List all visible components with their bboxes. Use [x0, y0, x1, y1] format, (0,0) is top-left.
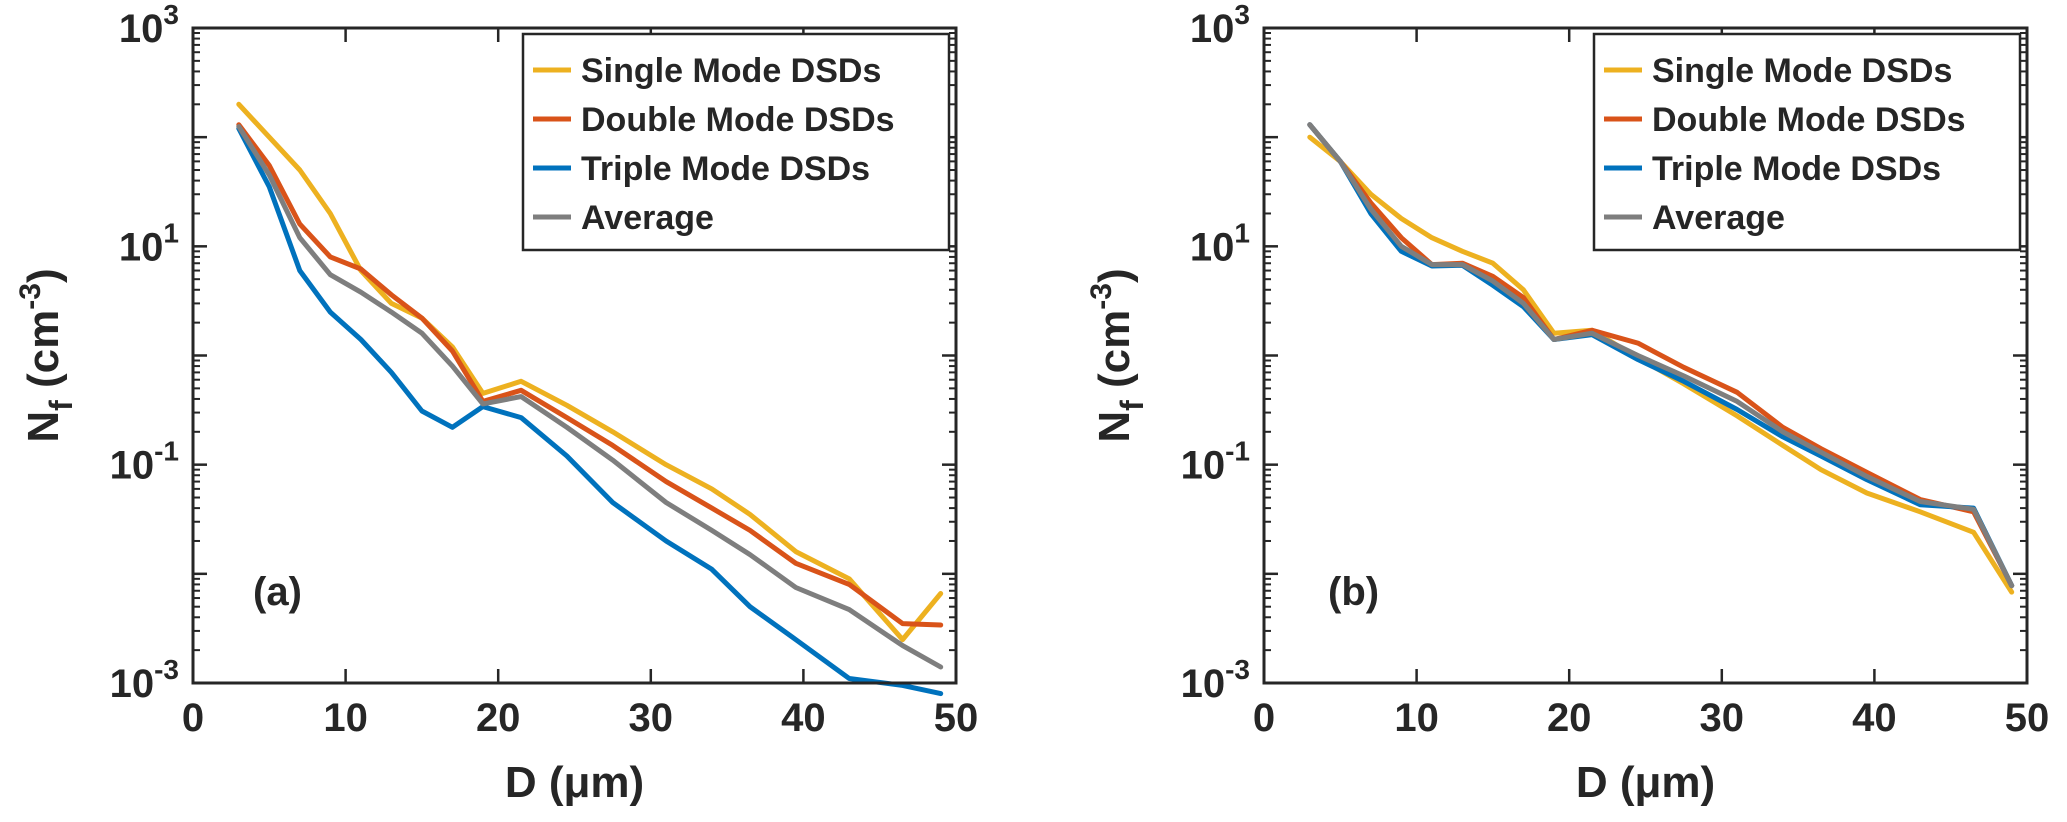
- x-tick-label: 0: [1253, 696, 1275, 740]
- legend-label: Triple Mode DSDs: [1652, 150, 1941, 188]
- y-tick-exponent: -3: [1225, 654, 1250, 685]
- panel-label: (b): [1328, 570, 1379, 614]
- x-tick-label: 50: [2005, 696, 2050, 740]
- y-tick-base: 10: [119, 225, 164, 269]
- y-tick-exponent: 3: [1234, 0, 1250, 30]
- series-line-average: [1307, 122, 2015, 589]
- legend-box: [521, 32, 951, 252]
- series-lines: [236, 101, 944, 697]
- y-tick-exponent: -1: [154, 436, 179, 467]
- x-tick-label: 40: [781, 696, 826, 740]
- y-tick-exponent: 1: [1234, 217, 1250, 248]
- legend-box: [1592, 32, 2022, 252]
- y-label-space: [19, 388, 68, 400]
- y-label-exponent: -3: [1085, 283, 1118, 310]
- y-tick-exponent: 1: [163, 217, 179, 248]
- x-tick-label: 40: [1852, 696, 1897, 740]
- y-tick-label: 101: [119, 217, 179, 269]
- x-tick-label: 0: [182, 696, 204, 740]
- y-tick-exponent: -1: [1225, 436, 1250, 467]
- y-tick-base: 10: [1190, 7, 1235, 51]
- y-label-close: ): [1090, 268, 1139, 283]
- x-tick-label: 50: [934, 696, 979, 740]
- x-tick-label: 30: [1700, 696, 1745, 740]
- y-label-exponent: -3: [14, 283, 47, 310]
- y-tick-base: 10: [1181, 444, 1226, 488]
- legend-label: Single Mode DSDs: [1652, 52, 1952, 90]
- y-label-unit: (cm: [1090, 310, 1139, 388]
- y-tick-base: 10: [119, 7, 164, 51]
- x-tick-label: 10: [323, 696, 368, 740]
- x-axis-label: D (μm): [505, 758, 644, 807]
- y-tick-exponent: 3: [163, 0, 179, 30]
- y-tick-label: 103: [1190, 0, 1250, 51]
- y-tick-label: 10-3: [110, 654, 179, 706]
- y-axis-label: Nf (cm-3): [14, 268, 79, 442]
- axes-frame: [191, 26, 958, 685]
- y-tick-label: 103: [119, 0, 179, 51]
- legend-label: Triple Mode DSDs: [581, 150, 870, 188]
- legend-label: Average: [581, 199, 714, 237]
- y-label-main: N: [1090, 411, 1139, 443]
- y-tick-base: 10: [1181, 662, 1226, 706]
- y-tick-base: 10: [110, 662, 155, 706]
- y-label-main: N: [19, 411, 68, 443]
- legend: Single Mode DSDs Double Mode DSDs Triple M…: [1592, 32, 2022, 252]
- y-tick-base: 10: [110, 444, 155, 488]
- series-line-double: [236, 122, 944, 628]
- x-tick-label: 10: [1394, 696, 1439, 740]
- y-label-unit: (cm: [19, 310, 68, 388]
- y-axis-label: Nf (cm-3): [1085, 268, 1150, 442]
- y-label-close: ): [19, 268, 68, 283]
- x-tick-label: 20: [1547, 696, 1592, 740]
- x-tick-label: 30: [629, 696, 674, 740]
- y-tick-label: 10-3: [1181, 654, 1250, 706]
- series-line-double: [1307, 122, 2015, 589]
- x-axis-label: D (μm): [1576, 758, 1715, 807]
- y-tick-label: 101: [1190, 217, 1250, 269]
- axes-frame: [1262, 26, 2029, 685]
- y-label-subscript: f: [43, 400, 79, 411]
- x-tick-label: 20: [476, 696, 521, 740]
- series-line-triple: [236, 126, 944, 697]
- y-tick-label: 10-1: [1181, 436, 1250, 488]
- y-tick-exponent: -3: [154, 654, 179, 685]
- legend-label: Average: [1652, 199, 1785, 237]
- series-line-single: [236, 101, 944, 643]
- legend: Single Mode DSDs Double Mode DSDs Triple M…: [521, 32, 951, 252]
- y-label-subscript: f: [1114, 400, 1150, 411]
- series-lines: [1307, 122, 2015, 595]
- y-tick-base: 10: [1190, 225, 1235, 269]
- panel-label: (a): [253, 570, 302, 614]
- y-label-space: [1090, 388, 1139, 400]
- legend-label: Single Mode DSDs: [581, 52, 881, 90]
- series-line-average: [236, 124, 944, 670]
- legend-label: Double Mode DSDs: [581, 101, 895, 139]
- y-tick-label: 10-1: [110, 436, 179, 488]
- legend-label: Double Mode DSDs: [1652, 101, 1966, 139]
